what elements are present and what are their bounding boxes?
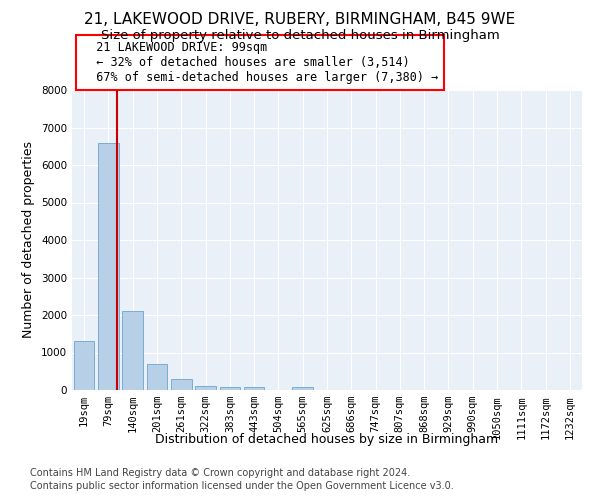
Bar [195, 386, 216, 390]
Bar [98, 142, 119, 390]
Text: Contains HM Land Registry data © Crown copyright and database right 2024.: Contains HM Land Registry data © Crown c… [30, 468, 410, 477]
Text: Distribution of detached houses by size in Birmingham: Distribution of detached houses by size … [155, 432, 499, 446]
Bar [220, 387, 240, 390]
Bar [122, 311, 143, 390]
Bar [244, 388, 265, 390]
Text: Size of property relative to detached houses in Birmingham: Size of property relative to detached ho… [101, 28, 499, 42]
Bar [292, 388, 313, 390]
Text: 21, LAKEWOOD DRIVE, RUBERY, BIRMINGHAM, B45 9WE: 21, LAKEWOOD DRIVE, RUBERY, BIRMINGHAM, … [85, 12, 515, 28]
Bar [74, 341, 94, 390]
Text: Contains public sector information licensed under the Open Government Licence v3: Contains public sector information licen… [30, 481, 454, 491]
Y-axis label: Number of detached properties: Number of detached properties [22, 142, 35, 338]
Bar [146, 364, 167, 390]
Bar [171, 379, 191, 390]
Text: 21 LAKEWOOD DRIVE: 99sqm
  ← 32% of detached houses are smaller (3,514)
  67% of: 21 LAKEWOOD DRIVE: 99sqm ← 32% of detach… [82, 41, 439, 84]
